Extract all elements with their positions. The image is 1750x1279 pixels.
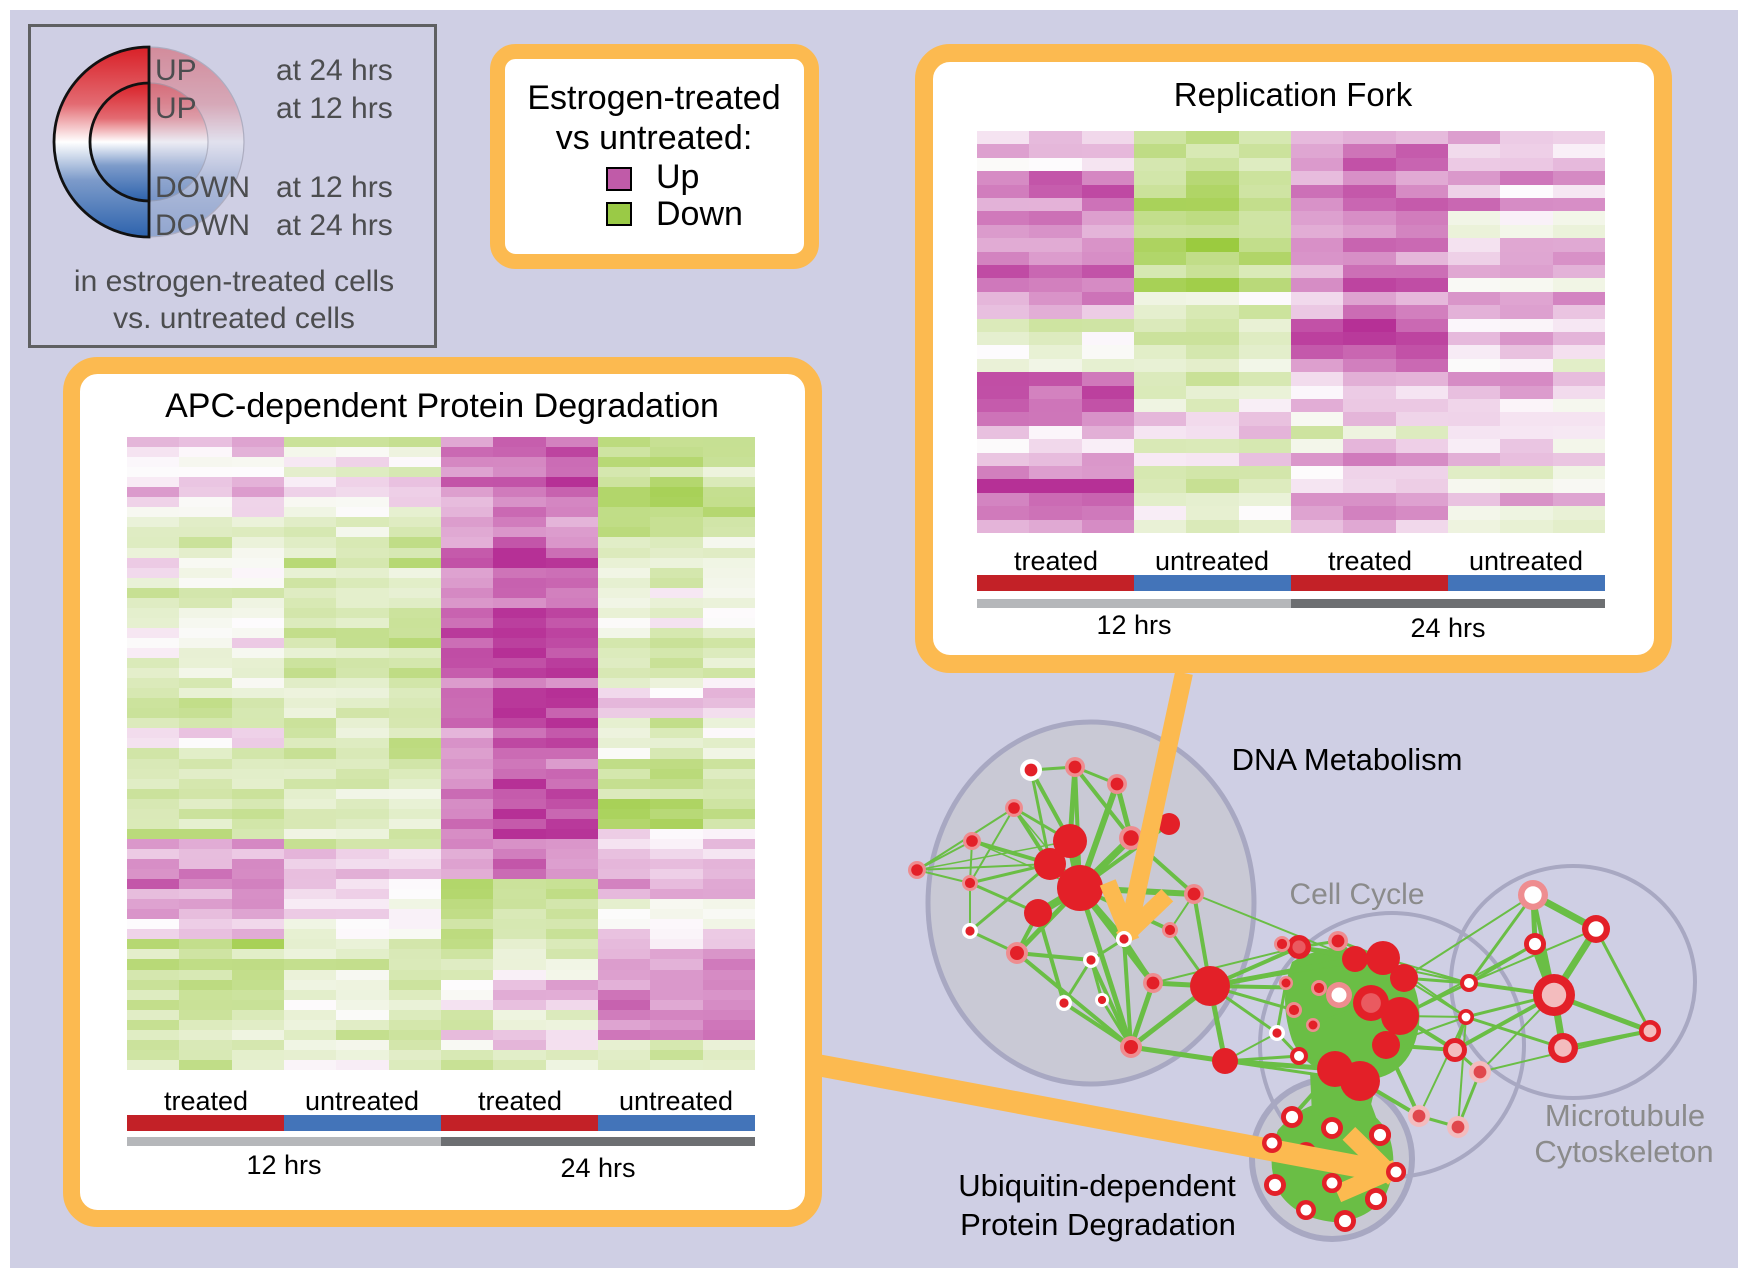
svg-text:treated: treated: [1328, 546, 1412, 576]
svg-text:Down: Down: [656, 195, 743, 233]
svg-text:DOWN: DOWN: [155, 171, 250, 204]
svg-text:treated: treated: [478, 1086, 562, 1116]
svg-text:Protein Degradation: Protein Degradation: [960, 1207, 1236, 1242]
svg-text:untreated: untreated: [1155, 546, 1269, 576]
svg-text:12 hrs: 12 hrs: [246, 1150, 321, 1180]
svg-text:vs. untreated cells: vs. untreated cells: [113, 302, 355, 335]
svg-text:APC-dependent Protein Degradat: APC-dependent Protein Degradation: [165, 387, 719, 425]
svg-text:24 hrs: 24 hrs: [1410, 613, 1485, 643]
svg-text:Replication Fork: Replication Fork: [1174, 76, 1413, 113]
svg-text:untreated: untreated: [619, 1086, 733, 1116]
svg-text:at 24 hrs: at 24 hrs: [276, 209, 393, 242]
svg-text:24 hrs: 24 hrs: [560, 1153, 635, 1183]
svg-text:Cell Cycle: Cell Cycle: [1289, 878, 1424, 911]
svg-text:at 12 hrs: at 12 hrs: [276, 92, 393, 125]
svg-text:Estrogen-treated: Estrogen-treated: [527, 79, 780, 117]
svg-text:Cytoskeleton: Cytoskeleton: [1534, 1134, 1713, 1169]
svg-text:treated: treated: [164, 1086, 248, 1116]
svg-text:DOWN: DOWN: [155, 209, 250, 242]
svg-text:vs untreated:: vs untreated:: [556, 119, 753, 157]
svg-text:UP: UP: [155, 92, 197, 125]
svg-text:at 24 hrs: at 24 hrs: [276, 54, 393, 87]
svg-text:untreated: untreated: [305, 1086, 419, 1116]
svg-text:at 12 hrs: at 12 hrs: [276, 171, 393, 204]
svg-text:in estrogen-treated cells: in estrogen-treated cells: [74, 265, 394, 298]
svg-text:12 hrs: 12 hrs: [1096, 610, 1171, 640]
svg-text:Microtubule: Microtubule: [1545, 1098, 1705, 1133]
svg-text:treated: treated: [1014, 546, 1098, 576]
svg-text:DNA Metabolism: DNA Metabolism: [1232, 742, 1463, 777]
svg-text:Up: Up: [656, 158, 699, 196]
svg-text:untreated: untreated: [1469, 546, 1583, 576]
svg-text:Ubiquitin-dependent: Ubiquitin-dependent: [958, 1168, 1236, 1203]
svg-text:UP: UP: [155, 54, 197, 87]
